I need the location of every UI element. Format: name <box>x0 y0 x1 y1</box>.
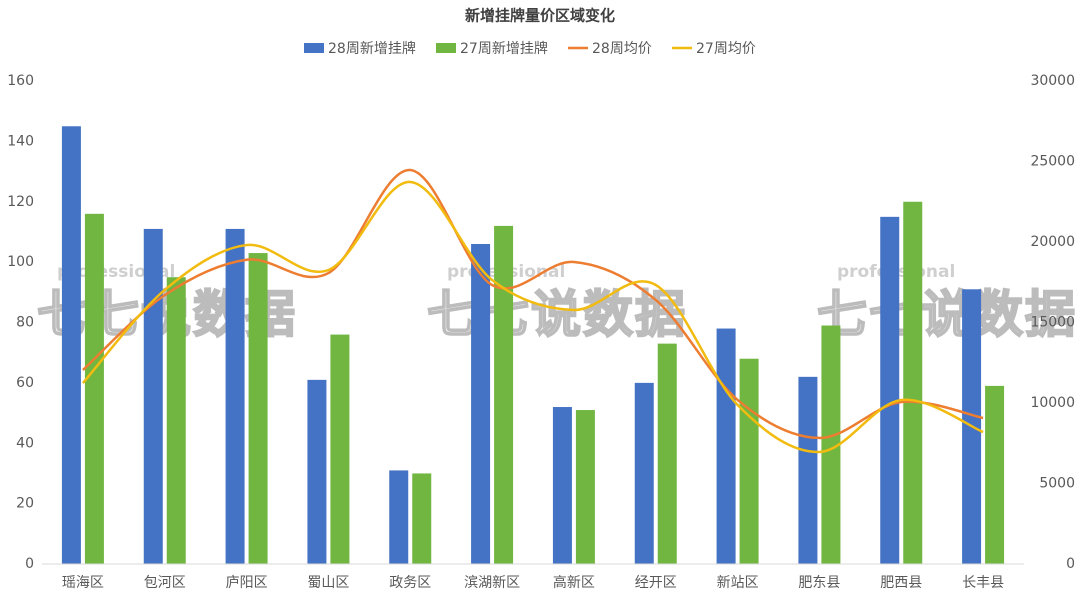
chart-title: 新增挂牌量价区域变化 <box>465 7 615 25</box>
x-tick-label: 长丰县 <box>962 575 1004 591</box>
legend-swatch <box>304 43 324 53</box>
bar <box>494 225 514 564</box>
y-tick-label: 20 <box>16 496 34 512</box>
y2-tick-label: 25000 <box>1030 154 1075 170</box>
y-tick-label: 80 <box>16 315 34 331</box>
x-tick-label: 经开区 <box>635 575 677 591</box>
bar <box>903 201 923 564</box>
bar <box>389 470 409 564</box>
x-tick-label: 肥西县 <box>880 575 922 591</box>
x-tick-label: 新站区 <box>717 575 759 591</box>
y2-tick-label: 10000 <box>1030 395 1075 411</box>
bar <box>248 253 268 564</box>
y2-tick-label: 20000 <box>1030 234 1075 250</box>
legend-label: 28周均价 <box>592 41 652 57</box>
bar <box>552 407 572 564</box>
watermark-large: 七七说数据 <box>817 286 1077 344</box>
x-tick-label: 肥东县 <box>798 575 840 591</box>
legend-swatch <box>436 43 456 53</box>
legend-label: 27周新增挂牌 <box>460 40 548 57</box>
watermark-large: 七七说数据 <box>427 286 687 344</box>
y-tick-label: 120 <box>7 194 34 210</box>
bar <box>634 382 654 564</box>
bar <box>471 244 491 564</box>
bar <box>821 325 841 564</box>
x-tick-label: 高新区 <box>553 574 595 591</box>
legend-label: 27周均价 <box>696 41 756 57</box>
x-tick-label: 庐阳区 <box>226 575 268 591</box>
y2-tick-label: 30000 <box>1030 73 1075 89</box>
bar <box>143 228 163 564</box>
x-tick-label: 政务区 <box>389 575 431 591</box>
x-tick-label: 包河区 <box>144 575 186 591</box>
line-series <box>81 180 984 454</box>
bar <box>985 385 1005 564</box>
y-tick-label: 40 <box>16 435 34 451</box>
bar <box>307 379 327 564</box>
bar <box>739 358 759 564</box>
line-series <box>82 168 984 440</box>
bar <box>84 213 104 564</box>
y2-tick-label: 15000 <box>1030 315 1075 331</box>
x-tick-label: 瑶海区 <box>62 575 104 591</box>
x-tick-label: 滨湖新区 <box>464 575 520 591</box>
bar <box>412 473 432 564</box>
bar <box>880 216 900 564</box>
bar <box>166 277 186 564</box>
bar <box>798 376 818 564</box>
y-tick-label: 0 <box>25 556 34 572</box>
y-tick-label: 140 <box>7 133 34 149</box>
y2-tick-label: 0 <box>1066 556 1075 572</box>
bar <box>225 228 245 564</box>
y2-tick-label: 5000 <box>1039 476 1075 492</box>
y-tick-label: 60 <box>16 375 34 391</box>
bar <box>330 334 350 564</box>
bar <box>575 410 595 564</box>
bar <box>61 126 81 564</box>
legend-label: 28周新增挂牌 <box>328 40 416 57</box>
y-tick-label: 160 <box>7 73 34 89</box>
bar <box>716 328 736 564</box>
bar <box>657 343 677 564</box>
y-tick-label: 100 <box>7 254 34 270</box>
x-tick-label: 蜀山区 <box>307 575 349 591</box>
